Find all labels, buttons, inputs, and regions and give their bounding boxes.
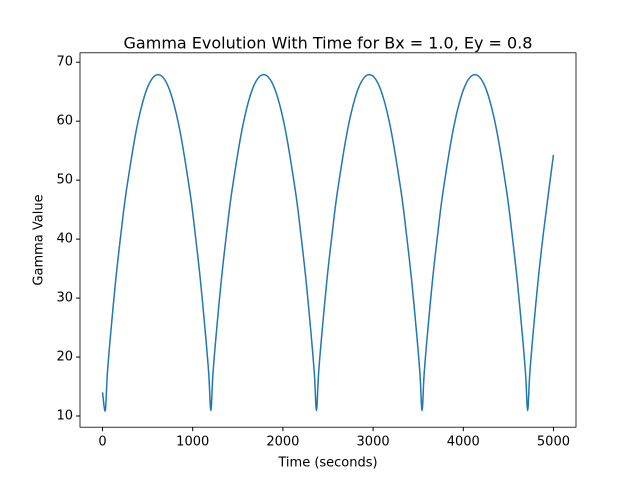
x-tick-label: 4000 (447, 435, 480, 450)
x-axis-label: Time (seconds) (277, 456, 377, 471)
y-tick-label: 40 (56, 232, 73, 247)
plot-frame (79, 52, 577, 428)
y-tick-label: 60 (56, 114, 73, 129)
x-tick-label: 0 (98, 435, 106, 450)
x-tick-label: 5000 (537, 435, 570, 450)
x-tick-label: 2000 (266, 435, 299, 450)
y-tick-label: 50 (56, 173, 73, 188)
data-line (101, 73, 555, 412)
y-axis-label: Gamma Value (32, 194, 47, 285)
y-tick-label: 30 (56, 291, 73, 306)
y-tick-label: 70 (56, 55, 73, 70)
x-tick-label: 1000 (176, 435, 209, 450)
x-tick-label: 3000 (357, 435, 390, 450)
y-tick-label: 20 (56, 350, 73, 365)
y-tick-label: 10 (56, 408, 73, 423)
chart-title: Gamma Evolution With Time for Bx = 1.0, … (124, 34, 533, 53)
